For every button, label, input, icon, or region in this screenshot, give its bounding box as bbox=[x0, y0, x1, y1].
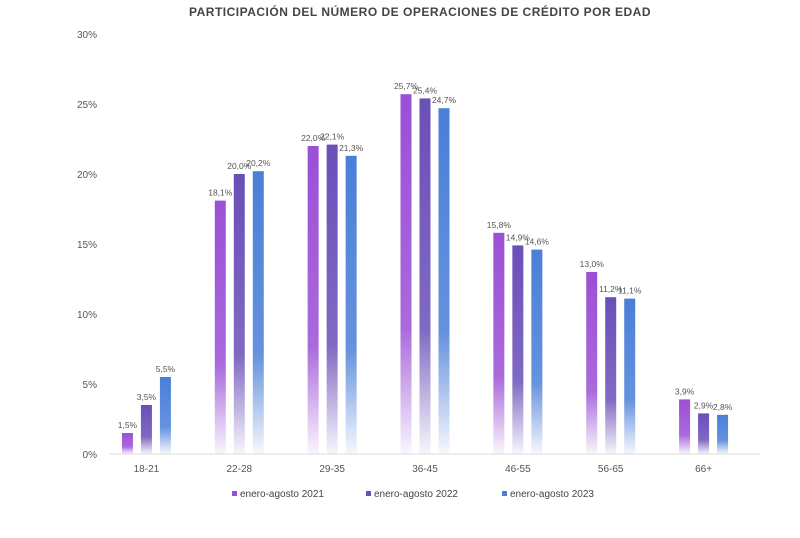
legend-label: enero-agosto 2022 bbox=[374, 489, 458, 500]
data-label: 22,1% bbox=[320, 132, 345, 142]
x-tick-label: 29-35 bbox=[319, 464, 345, 475]
x-tick-label: 56-65 bbox=[598, 464, 624, 475]
legend-swatch bbox=[232, 491, 237, 496]
bar-56-65-0 bbox=[586, 272, 598, 454]
data-label: 22,0% bbox=[301, 133, 326, 143]
data-label: 20,2% bbox=[246, 158, 271, 168]
data-label: 11,1% bbox=[618, 286, 642, 296]
x-tick-label: 18-21 bbox=[134, 464, 160, 475]
legend: enero-agosto 2021 enero-agosto 2022 enero-… bbox=[232, 489, 594, 500]
data-label: 2,8% bbox=[713, 402, 733, 412]
bar-22-28-2 bbox=[252, 171, 264, 454]
y-tick-label: 30% bbox=[77, 30, 97, 41]
bar-36-45-2 bbox=[438, 108, 450, 454]
legend-label: enero-agosto 2021 bbox=[240, 489, 324, 500]
bar-36-45-0 bbox=[400, 94, 412, 454]
x-tick-label: 36-45 bbox=[412, 464, 438, 475]
bar-56-65-2 bbox=[624, 298, 636, 454]
x-tick-label: 66+ bbox=[695, 464, 712, 475]
bar-66+-0 bbox=[679, 399, 691, 454]
data-label: 5,5% bbox=[156, 364, 176, 374]
data-label: 2,9% bbox=[694, 400, 714, 410]
bar-46-55-1 bbox=[512, 245, 524, 454]
data-label: 20,0% bbox=[227, 161, 252, 171]
bars: 1,5% 3,5% 5,5% 18,1% 20,0%20,2% 22,0%22,1%21,… bbox=[118, 81, 733, 455]
chart-title: PARTICIPACIÓN DEL NÚMERO DE OPERACIONES … bbox=[189, 4, 651, 19]
bar-46-55-2 bbox=[531, 249, 543, 454]
bar-18-21-0 bbox=[121, 433, 133, 454]
bar-29-35-0 bbox=[307, 146, 319, 454]
y-tick-label: 25% bbox=[77, 100, 97, 111]
bar-22-28-1 bbox=[233, 174, 245, 454]
data-label: 3,9% bbox=[675, 386, 695, 396]
data-label: 18,1% bbox=[208, 188, 233, 198]
y-tick-label: 20% bbox=[77, 170, 97, 181]
bar-36-45-1 bbox=[419, 98, 431, 455]
y-axis: 0% 5% 10% 15% 20% 25% 30% bbox=[77, 30, 97, 461]
data-label: 11,2% bbox=[599, 284, 623, 294]
y-tick-label: 5% bbox=[83, 380, 98, 391]
data-label: 21,3% bbox=[339, 143, 364, 153]
y-tick-label: 10% bbox=[77, 310, 97, 321]
x-tick-label: 22-28 bbox=[226, 464, 252, 475]
y-tick-label: 0% bbox=[83, 450, 98, 461]
x-axis: 18-21 22-28 29-35 36-45 46-55 56-65 66+ bbox=[134, 464, 713, 475]
data-label: 14,9% bbox=[506, 232, 531, 242]
x-tick-label: 46-55 bbox=[505, 464, 531, 475]
data-label: 25,4% bbox=[413, 85, 438, 95]
bar-29-35-1 bbox=[326, 144, 338, 454]
bar-46-55-0 bbox=[493, 232, 505, 454]
legend-swatch bbox=[502, 491, 507, 496]
bar-56-65-1 bbox=[605, 297, 617, 454]
bar-18-21-2 bbox=[159, 377, 171, 454]
bar-18-21-1 bbox=[140, 405, 152, 454]
legend-label: enero-agosto 2023 bbox=[510, 489, 594, 500]
data-label: 1,5% bbox=[118, 420, 138, 430]
y-tick-label: 15% bbox=[77, 240, 97, 251]
bar-22-28-0 bbox=[214, 200, 226, 454]
data-label: 25,7% bbox=[394, 81, 419, 91]
data-label: 24,7% bbox=[432, 95, 457, 105]
data-label: 15,8% bbox=[487, 220, 512, 230]
bar-29-35-2 bbox=[345, 155, 357, 455]
bar-66+-1 bbox=[698, 413, 710, 454]
data-label: 13,0% bbox=[580, 259, 605, 269]
legend-swatch bbox=[366, 491, 371, 496]
bar-66+-2 bbox=[717, 414, 729, 454]
data-label: 14,6% bbox=[525, 237, 550, 247]
data-label: 3,5% bbox=[137, 392, 157, 402]
